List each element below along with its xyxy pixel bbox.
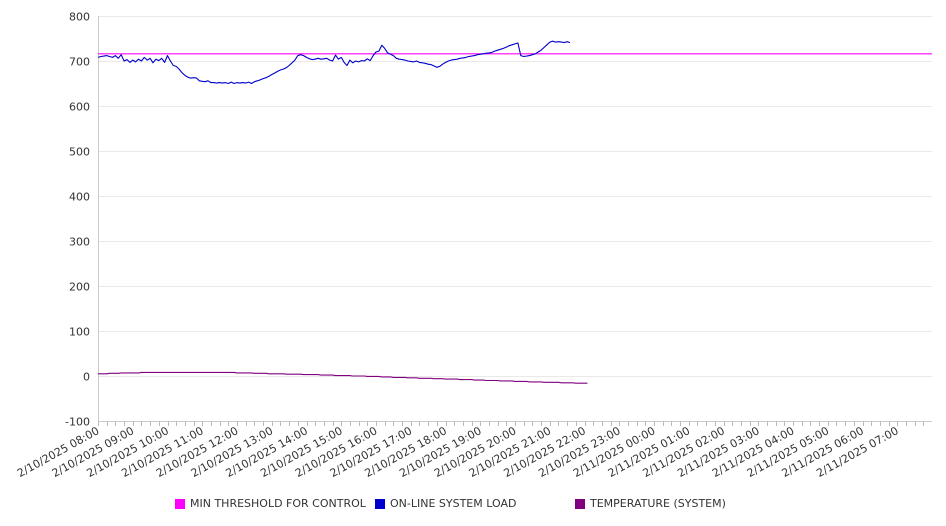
grid-lines <box>98 16 932 422</box>
x-axis-tick-labels: 2/10/2025 08:002/10/2025 09:002/10/2025 … <box>15 424 901 480</box>
legend-item-temperature[interactable]: TEMPERATURE (SYSTEM) <box>575 497 726 510</box>
y-tick-label: 400 <box>69 191 90 204</box>
y-tick-label: 0 <box>83 371 90 384</box>
legend-item-system-load[interactable]: ON-LINE SYSTEM LOAD <box>375 497 516 510</box>
y-tick-label: 600 <box>69 101 90 114</box>
series-line-system-load <box>97 40 571 85</box>
y-tick-label: 800 <box>69 11 90 24</box>
axes <box>98 16 932 426</box>
legend-label-temperature: TEMPERATURE (SYSTEM) <box>590 497 726 510</box>
legend-label-threshold: MIN THRESHOLD FOR CONTROL <box>190 497 366 510</box>
y-tick-label: 500 <box>69 146 90 159</box>
legend-swatch-threshold <box>175 498 185 509</box>
series-lines <box>97 40 932 384</box>
y-tick-label: 100 <box>69 326 90 339</box>
legend-swatch-system-load <box>375 498 385 509</box>
y-axis-tick-labels: -100 0 100 200 300 400 500 600 700 800 <box>65 11 90 429</box>
y-tick-label: 300 <box>69 236 90 249</box>
legend-item-threshold[interactable]: MIN THRESHOLD FOR CONTROL <box>175 497 366 510</box>
y-tick-label: 700 <box>69 56 90 69</box>
series-line-temperature <box>98 371 588 384</box>
y-tick-label: -100 <box>65 416 90 429</box>
legend-label-system-load: ON-LINE SYSTEM LOAD <box>390 497 517 510</box>
legend: MIN THRESHOLD FOR CONTROL ON-LINE SYSTEM… <box>0 497 946 517</box>
legend-swatch-temperature <box>575 498 585 509</box>
y-tick-label: 200 <box>69 281 90 294</box>
